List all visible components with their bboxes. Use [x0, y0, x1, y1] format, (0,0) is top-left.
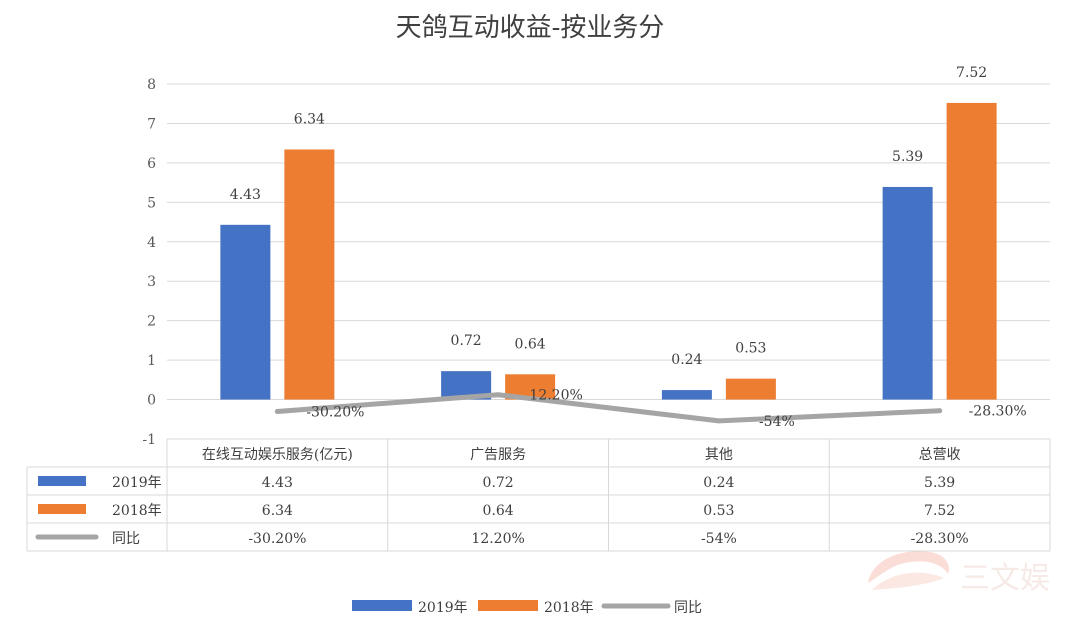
bar: [220, 224, 271, 400]
y-tick-label: 2: [147, 314, 156, 330]
table-row-label: 2019年: [112, 475, 162, 491]
table-legend-swatch: [38, 504, 86, 514]
legend-label: 2019年: [418, 600, 468, 616]
bar-data-label: 4.43: [230, 187, 261, 203]
table-cell: 6.34: [262, 503, 293, 519]
bars: [220, 102, 997, 400]
table-cell: 0.24: [703, 475, 734, 491]
y-tick-label: 6: [147, 156, 156, 172]
bar: [882, 186, 933, 400]
table-cell: 0.64: [483, 503, 514, 519]
table-cell: -30.20%: [248, 531, 306, 547]
data-table: 在线互动娱乐服务(亿元) 广告服务 其他 总营收 2019年 4.43 0.72 0.24 5.…: [26, 438, 1051, 552]
bar: [946, 102, 997, 400]
table-row-label: 2018年: [112, 503, 162, 519]
yoy-point: [495, 392, 501, 398]
table-cell: -28.30%: [911, 531, 969, 547]
watermark-logo-icon: [868, 551, 950, 590]
table-cell: 4.43: [262, 475, 293, 491]
yoy-line: [274, 392, 943, 424]
table-cell: 0.53: [703, 503, 734, 519]
legend-swatch: [478, 600, 538, 611]
legend-swatch: [352, 600, 412, 611]
legend-label: 同比: [674, 600, 702, 616]
table-header-cell: 在线互动娱乐服务(亿元): [202, 447, 353, 463]
bar-data-label: 0.53: [735, 341, 766, 357]
y-tick-label: 5: [147, 195, 156, 211]
table-row-label: 同比: [112, 531, 140, 547]
y-tick-label: 7: [147, 116, 156, 132]
yoy-data-label: -28.30%: [969, 404, 1027, 420]
y-tick-label: 1: [147, 353, 156, 369]
watermark: 三文娱: [868, 551, 1050, 596]
yoy-data-label: -54%: [759, 414, 795, 430]
bar-data-label: 6.34: [294, 111, 325, 127]
table-cell: 7.52: [924, 503, 955, 519]
watermark-text: 三文娱: [960, 561, 1050, 596]
yoy-data-label: -30.20%: [306, 404, 364, 420]
table-cell: 12.20%: [471, 531, 524, 547]
table-header-cell: 其他: [705, 447, 733, 463]
yoy-line-layer: [274, 392, 943, 424]
bar-data-label: 5.39: [892, 149, 923, 165]
table-header-cell: 总营收: [919, 447, 961, 463]
yoy-data-label: 12.20%: [529, 388, 582, 404]
table-cell: 5.39: [924, 475, 955, 491]
data-labels: 4.43 0.72 0.24 5.39 6.34 0.64 0.53 7.52 -30.20% 1…: [230, 65, 1027, 430]
table-legend-swatch: [38, 476, 86, 486]
y-tick-label: 0: [147, 393, 156, 409]
legend-label: 2018年: [544, 600, 594, 616]
bar: [725, 378, 776, 400]
y-axis-ticks: 8 7 6 5 4 3 2 1 0 -1: [142, 77, 156, 448]
table-header-cell: 广告服务: [470, 447, 526, 463]
y-tick-label: 3: [147, 274, 156, 290]
bar-data-label: 0.24: [671, 352, 702, 368]
legend: 2019年 2018年 同比: [352, 600, 702, 616]
chart-title: 天鸽互动收益-按业务分: [396, 13, 665, 43]
table-cell: 0.72: [483, 475, 514, 491]
yoy-point: [274, 408, 280, 414]
y-tick-label: 4: [147, 235, 156, 251]
y-tick-label: -1: [142, 432, 156, 448]
yoy-point: [716, 418, 722, 424]
y-tick-label: 8: [147, 77, 156, 93]
table-cell: -54%: [701, 531, 737, 547]
bar: [661, 390, 712, 400]
bar-data-label: 7.52: [956, 65, 987, 81]
bar: [284, 149, 335, 400]
bar-data-label: 0.72: [451, 333, 482, 349]
yoy-point: [937, 408, 943, 414]
bar-data-label: 0.64: [515, 336, 546, 352]
